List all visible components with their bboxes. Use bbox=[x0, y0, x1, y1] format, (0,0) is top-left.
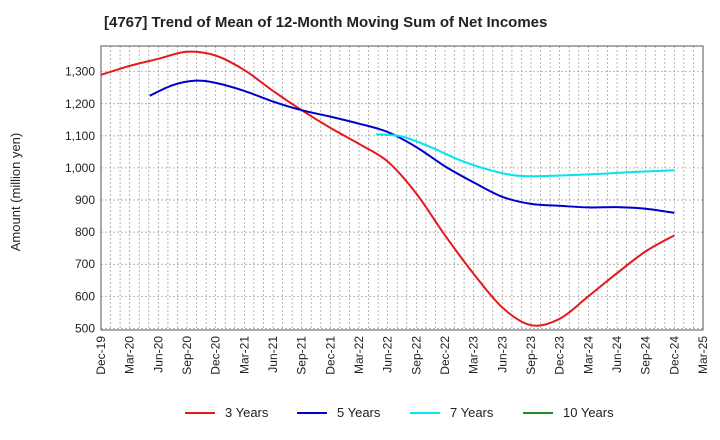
y-axis-label: Amount (million yen) bbox=[8, 133, 23, 252]
legend-item-7-years: 7 Years bbox=[410, 405, 493, 420]
grid-lines bbox=[100, 46, 704, 330]
legend-swatch bbox=[410, 411, 440, 414]
y-axis-ticks: 500 600 700 800 900 1,000 1,100 1,200 1,300 bbox=[65, 65, 95, 336]
x-tick-label: Mar-24 bbox=[581, 336, 595, 374]
y-tick-label: 600 bbox=[75, 289, 95, 303]
x-tick-label: Dec-24 bbox=[667, 336, 681, 375]
series-line-5-years bbox=[149, 79, 675, 214]
x-tick-label: Dec-22 bbox=[438, 336, 452, 375]
x-tick-label: Jun-24 bbox=[610, 336, 624, 373]
x-tick-label: Sep-21 bbox=[295, 336, 309, 375]
x-axis-ticks: Dec-19 Mar-20 Jun-20 Sep-20 Dec-20 Mar-21 Jun-… bbox=[94, 336, 710, 375]
legend: 3 Years 5 Years 7 Years 10 Years bbox=[0, 405, 720, 425]
legend-item-10-years: 10 Years bbox=[523, 405, 614, 420]
x-tick-label: Sep-22 bbox=[409, 336, 423, 375]
x-tick-label: Dec-20 bbox=[209, 336, 223, 375]
y-tick-label: 1,300 bbox=[65, 65, 95, 79]
y-tick-label: 900 bbox=[75, 193, 95, 207]
legend-label: 10 Years bbox=[563, 405, 614, 420]
x-tick-label: Mar-20 bbox=[123, 336, 137, 374]
x-tick-label: Jun-23 bbox=[495, 336, 509, 373]
legend-swatch bbox=[523, 411, 553, 414]
x-tick-label: Jun-21 bbox=[266, 336, 280, 373]
x-tick-label: Sep-24 bbox=[639, 336, 653, 375]
x-tick-label: Mar-22 bbox=[352, 336, 366, 374]
x-tick-label: Jun-22 bbox=[381, 336, 395, 373]
legend-label: 7 Years bbox=[450, 405, 494, 420]
x-tick-label: Dec-19 bbox=[94, 336, 108, 375]
y-tick-label: 1,100 bbox=[65, 129, 95, 143]
series-line-3-years bbox=[100, 50, 675, 327]
x-tick-label: Mar-23 bbox=[467, 336, 481, 374]
y-tick-label: 700 bbox=[75, 257, 95, 271]
legend-item-5-years: 5 Years bbox=[297, 405, 380, 420]
x-tick-label: Mar-21 bbox=[237, 336, 251, 374]
x-tick-label: Dec-23 bbox=[553, 336, 567, 375]
y-tick-label: 500 bbox=[75, 321, 95, 335]
y-tick-label: 1,000 bbox=[65, 161, 95, 175]
series-lines bbox=[100, 50, 675, 327]
legend-swatch bbox=[297, 411, 327, 414]
legend-swatch bbox=[185, 411, 215, 414]
y-tick-label: 1,200 bbox=[65, 97, 95, 111]
chart-title: [4767] Trend of Mean of 12-Month Moving … bbox=[104, 14, 548, 31]
legend-label: 3 Years bbox=[225, 405, 269, 420]
legend-label: 5 Years bbox=[337, 405, 381, 420]
x-tick-label: Sep-20 bbox=[180, 336, 194, 375]
x-tick-label: Sep-23 bbox=[524, 336, 538, 375]
x-tick-label: Mar-25 bbox=[696, 336, 710, 374]
series-line-7-years bbox=[376, 133, 675, 178]
legend-item-3-years: 3 Years bbox=[185, 405, 268, 420]
x-tick-label: Dec-21 bbox=[323, 336, 337, 375]
y-tick-label: 800 bbox=[75, 225, 95, 239]
plot-frame bbox=[100, 45, 704, 331]
x-tick-label: Jun-20 bbox=[151, 336, 165, 373]
